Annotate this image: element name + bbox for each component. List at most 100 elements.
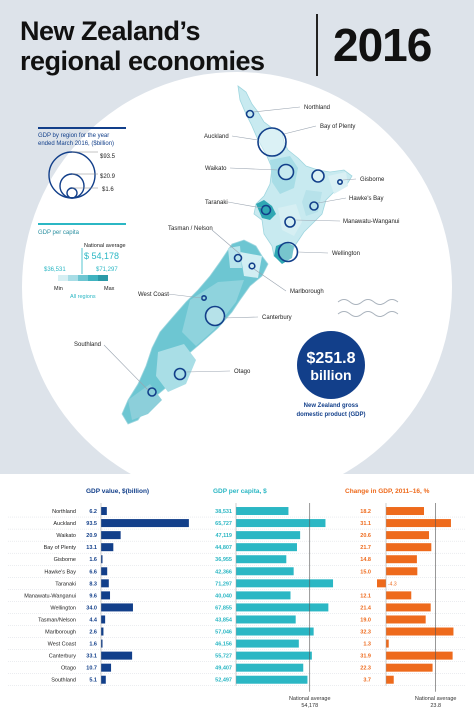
- legend-capita-max-label: Max: [104, 286, 115, 292]
- legend-gdp-title-2: ended March 2016, ($billion): [38, 141, 114, 147]
- bar-0: [101, 603, 133, 612]
- bar-0: [101, 639, 103, 648]
- legend-gdp-label-mid: $20.9: [100, 174, 116, 180]
- category-label: Otago: [61, 666, 76, 672]
- bar-chart: Northland Auckland Waikato Bay of Plenty Gis…: [8, 488, 466, 709]
- legend-gdp-label-min: $1.6: [102, 187, 114, 193]
- bar-1: [236, 639, 299, 648]
- legend-capita-min-label: Min: [54, 286, 63, 292]
- wave-decoration: [337, 299, 399, 317]
- otago-region: [156, 344, 196, 392]
- bubble-otago: [173, 367, 187, 381]
- bar-neg-label: -4.3: [388, 581, 397, 587]
- category-label: Tasman/Nelson: [38, 617, 76, 623]
- label-gisborne: Gisborne: [360, 177, 385, 183]
- title-divider: [316, 14, 318, 76]
- bubble-northland: [245, 109, 255, 119]
- category-label: Auckland: [53, 521, 76, 527]
- taranaki-region: [256, 200, 276, 220]
- legend-capita-national-value: $ 54,178: [84, 251, 119, 261]
- bar-0: [101, 675, 106, 684]
- value-label-2: 32.3: [360, 630, 371, 636]
- label-waikato: Waikato: [205, 166, 227, 172]
- nz-map: Northland Auckland Bay of Plenty Waikato…: [74, 85, 399, 425]
- legend-gdp: GDP by region for the year ended March 2…: [38, 127, 126, 199]
- bar-2: [386, 519, 451, 528]
- legend-capita-all: All regions: [70, 294, 96, 300]
- value-label-1: 43,854: [215, 617, 233, 623]
- bar-0: [101, 555, 103, 564]
- series-header-2: Change in GDP, 2011–16, %: [345, 488, 430, 495]
- label-taranaki: Taranaki: [205, 200, 228, 206]
- label-auckland: Auckland: [204, 134, 229, 140]
- value-label-0: 13.1: [86, 545, 97, 551]
- value-label-1: 36,955: [215, 557, 232, 563]
- marlborough-region: [240, 252, 262, 278]
- value-label-0: 9.6: [89, 593, 97, 599]
- bar-2: [386, 567, 418, 576]
- bar-2: [386, 627, 454, 636]
- bar-0: [101, 663, 112, 672]
- label-otago: Otago: [234, 369, 251, 375]
- reference-label-1: National average: [415, 696, 457, 702]
- value-label-0: 93.5: [86, 521, 97, 527]
- legend-gdp-title-1: GDP by region for the year: [38, 133, 109, 139]
- bar-1: [236, 519, 326, 528]
- bar-0: [101, 543, 114, 552]
- series-header-1: GDP per capita, $: [213, 488, 267, 495]
- value-label-0: 5.1: [89, 678, 97, 684]
- value-label-2: 18.2: [360, 509, 371, 515]
- value-label-1: 57,046: [215, 630, 232, 636]
- category-label: Northland: [52, 509, 76, 515]
- bar-2: [386, 663, 433, 672]
- value-label-2: 31.9: [360, 654, 371, 660]
- bar-1: [236, 615, 296, 624]
- reference-label-2: 54,178: [301, 703, 318, 709]
- southland-region: [128, 384, 162, 420]
- bubble-bop: [311, 169, 325, 183]
- bar-0: [101, 579, 109, 588]
- value-label-2: 31.1: [360, 521, 371, 527]
- category-label: Hawke's Bay: [44, 569, 76, 575]
- value-label-0: 20.9: [86, 533, 97, 539]
- legend-capita-national-label: National average: [84, 243, 126, 249]
- category-label: Marlborough: [45, 630, 76, 636]
- legend-capita-min: $36,531: [44, 267, 66, 273]
- category-label: Wellington: [50, 605, 76, 611]
- bar-1: [236, 591, 291, 600]
- legend-capita-max: $71,297: [96, 267, 118, 273]
- bar-1: [236, 531, 301, 540]
- bar-0: [101, 615, 106, 624]
- label-northland: Northland: [304, 105, 330, 111]
- bar-2: [386, 603, 431, 612]
- bubble-auckland: [257, 127, 287, 157]
- bubble-manawatu: [284, 216, 296, 228]
- total-caption-2: domestic product (GDP): [296, 412, 365, 418]
- category-label: Canterbury: [49, 654, 76, 660]
- manawatu-region: [278, 204, 302, 236]
- value-label-1: 40,040: [215, 593, 232, 599]
- value-label-1: 42,366: [215, 569, 232, 575]
- total-gdp-value: $251.8: [307, 350, 356, 367]
- bubble-canterbury: [204, 305, 226, 327]
- bar-2: [386, 543, 432, 552]
- bar-0: [101, 627, 104, 636]
- bar-2: [386, 639, 389, 648]
- bar-1: [236, 663, 304, 672]
- value-label-1: 49,407: [215, 666, 232, 672]
- bar-1: [236, 507, 289, 516]
- bar-1: [236, 603, 329, 612]
- value-label-0: 33.1: [86, 654, 97, 660]
- value-label-0: 10.7: [86, 666, 97, 672]
- value-label-0: 4.4: [89, 617, 98, 623]
- value-label-1: 55,727: [215, 654, 232, 660]
- bar-1: [236, 543, 297, 552]
- category-label: West Coast: [48, 642, 77, 648]
- reference-label-2: 23.8: [430, 703, 441, 709]
- value-label-0: 8.3: [89, 581, 97, 587]
- bar-2: [386, 651, 453, 660]
- total-gdp-badge: $251.8 billion New Zealand gross domesti…: [296, 331, 366, 418]
- bubble-southland: [147, 387, 157, 397]
- bar-1: [236, 675, 308, 684]
- bar-1: [236, 651, 312, 660]
